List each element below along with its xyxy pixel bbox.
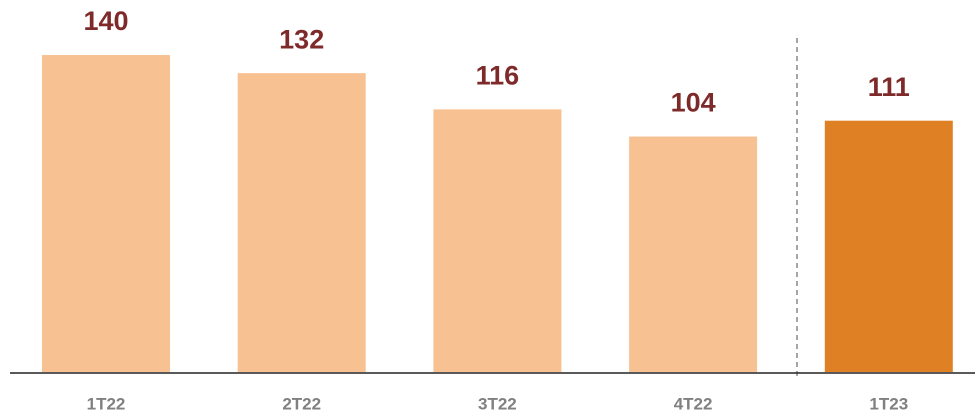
x-tick-label: 2T22 — [282, 394, 321, 413]
bar — [629, 136, 758, 372]
x-tick-label: 4T22 — [674, 394, 713, 413]
value-label: 140 — [83, 6, 128, 36]
bar — [433, 109, 562, 372]
x-tick-label: 1T22 — [87, 394, 126, 413]
bar — [42, 55, 170, 372]
bar — [824, 120, 953, 372]
value-label: 132 — [279, 24, 324, 54]
x-tick-label: 1T23 — [869, 394, 908, 413]
value-label: 111 — [868, 72, 910, 102]
value-label: 104 — [671, 88, 716, 118]
value-label: 116 — [476, 61, 520, 91]
x-tick-label: 3T22 — [478, 394, 517, 413]
bar — [237, 73, 366, 372]
